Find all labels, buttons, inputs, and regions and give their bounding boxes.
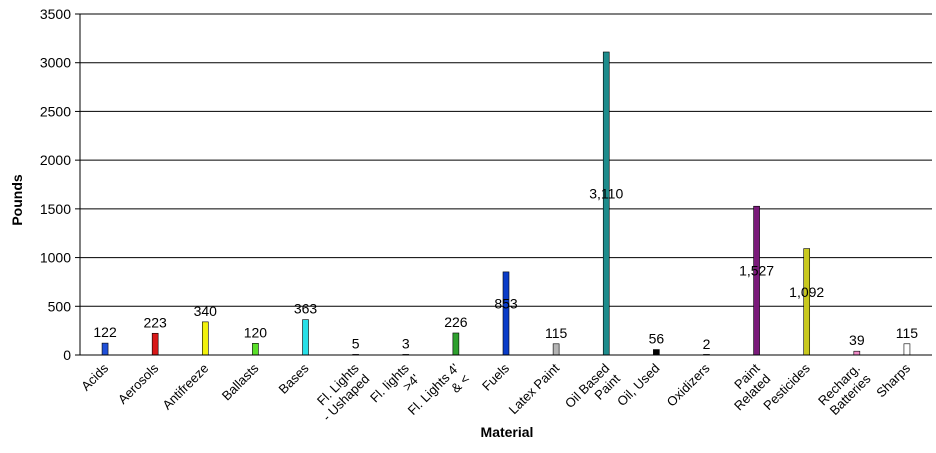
bar: [903, 343, 911, 356]
bar: [252, 343, 259, 356]
gridlines: [80, 13, 932, 307]
y-axis-ticks: 0 500 1000 1500 2000 2500 3000 3500: [40, 6, 80, 363]
x-tick-label: Fl. Lights- Ushaped: [309, 360, 373, 424]
x-tick-label: Aerosols: [115, 360, 162, 407]
bar: [853, 350, 861, 356]
y-tick-label: 2000: [40, 152, 71, 168]
bar: [602, 51, 610, 356]
x-tick-label: Oil BasedPaint: [562, 360, 623, 421]
x-tick-label: Recharg.Batteries: [815, 360, 874, 419]
data-label: 122: [93, 324, 117, 340]
x-axis-title: Material: [481, 424, 534, 440]
data-label: 853: [494, 295, 518, 311]
y-tick-label: 3000: [40, 55, 71, 71]
bar: [302, 319, 309, 356]
bar: [101, 342, 109, 356]
x-tick-label: Sharps: [873, 360, 913, 400]
bar: [753, 205, 760, 356]
data-label: 363: [294, 301, 318, 317]
bars: [101, 51, 911, 356]
y-tick-label: 500: [48, 298, 72, 314]
x-tick-label-line: Sharps: [873, 360, 913, 400]
data-label: 120: [244, 324, 268, 340]
bar: [201, 321, 209, 356]
bar: [151, 332, 159, 356]
bar: [653, 349, 660, 356]
x-tick-label-line: Oil, Used: [614, 361, 662, 409]
x-tick-label-line: Fuels: [479, 360, 512, 393]
x-tick-label-line: Acids: [78, 360, 111, 393]
bar: [803, 248, 811, 356]
data-label: 115: [896, 325, 919, 341]
data-label: 1,092: [789, 284, 824, 300]
x-tick-label: Antifreeze: [159, 361, 211, 413]
x-tick-label: Ballasts: [219, 360, 262, 403]
x-tick-label-line: Antifreeze: [159, 361, 211, 413]
data-label: 5: [352, 336, 360, 352]
x-tick-label-line: Aerosols: [115, 360, 162, 407]
x-tick-label: Latex Paint: [506, 360, 563, 417]
data-label: 56: [649, 331, 665, 347]
bar: [552, 343, 560, 356]
data-label: 223: [143, 314, 167, 330]
x-tick-label-line: Oxidizers: [664, 360, 713, 409]
data-labels: 122 223 340 120 363 5 3 226 853 115 3,110 56 2 1,527 1…: [93, 185, 918, 351]
x-tick-label: Acids: [78, 360, 111, 393]
x-tick-label: Fuels: [479, 360, 512, 393]
data-label: 115: [545, 325, 568, 341]
x-tick-label: Oil, Used: [614, 361, 662, 409]
y-tick-label: 2500: [40, 103, 71, 119]
data-label: 3: [402, 336, 410, 352]
bar: [452, 332, 460, 356]
x-tick-label-line: Latex Paint: [506, 360, 563, 417]
x-tick-label: Oxidizers: [664, 360, 713, 409]
bar: [502, 271, 510, 356]
x-tick-label-line: Ballasts: [219, 360, 262, 403]
y-tick-label: 1500: [40, 201, 71, 217]
y-tick-label: 3500: [40, 6, 71, 22]
data-label: 39: [849, 332, 865, 348]
data-label: 3,110: [589, 185, 623, 201]
x-tick-label-line: Bases: [275, 360, 312, 397]
x-tick-label: Fl. Lights 4'& <: [405, 361, 473, 429]
y-tick-label: 1000: [40, 250, 71, 266]
y-axis-title: Pounds: [9, 174, 25, 226]
data-label: 1,527: [739, 263, 774, 279]
x-tick-label: Bases: [275, 360, 312, 397]
data-label: 226: [444, 314, 468, 330]
data-label: 2: [703, 336, 711, 352]
y-tick-label: 0: [63, 347, 71, 363]
data-label: 340: [194, 303, 218, 319]
